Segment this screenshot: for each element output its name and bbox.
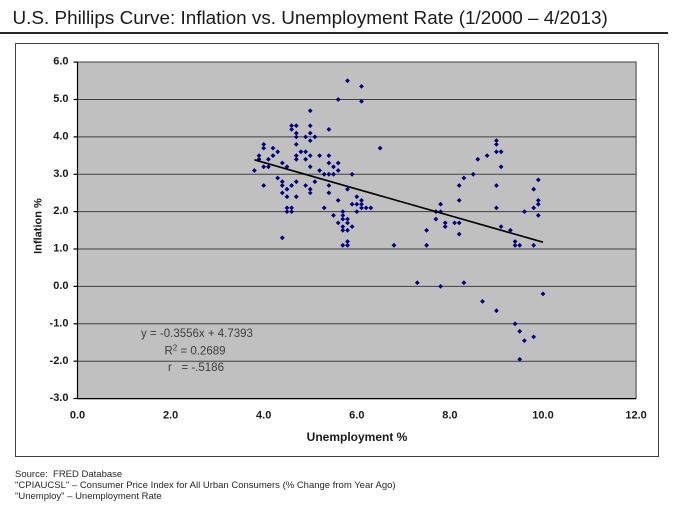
svg-text:2.0: 2.0 [163, 410, 178, 422]
svg-text:0.0: 0.0 [53, 280, 68, 292]
svg-text:6.0: 6.0 [349, 410, 364, 422]
svg-text:Unemployment %: Unemployment % [307, 430, 408, 444]
svg-text:4.0: 4.0 [53, 131, 68, 143]
svg-text:10.0: 10.0 [532, 410, 553, 422]
svg-text:8.0: 8.0 [442, 410, 457, 422]
svg-text:1.0: 1.0 [53, 243, 68, 255]
svg-text:4.0: 4.0 [256, 410, 271, 422]
svg-text:y = -0.3556x + 4.7393: y = -0.3556x + 4.7393 [141, 328, 253, 340]
svg-text:-1.0: -1.0 [50, 317, 69, 329]
svg-text:12.0: 12.0 [625, 410, 646, 422]
svg-text:Inflation %: Inflation % [33, 198, 45, 254]
svg-text:6.0: 6.0 [53, 56, 68, 68]
svg-text:2.0: 2.0 [53, 205, 68, 217]
svg-text:0.0: 0.0 [70, 410, 85, 422]
svg-text:-2.0: -2.0 [50, 355, 69, 367]
svg-text:-3.0: -3.0 [50, 392, 69, 404]
svg-text:r = -.5186: r = -.5186 [168, 362, 224, 374]
svg-text:3.0: 3.0 [53, 168, 68, 180]
svg-text:R2 = 0.2689: R2 = 0.2689 [164, 344, 225, 358]
svg-text:5.0: 5.0 [53, 93, 68, 105]
